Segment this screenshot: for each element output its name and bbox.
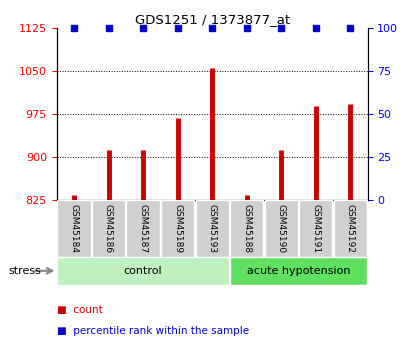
Text: acute hypotension: acute hypotension — [247, 266, 350, 276]
Text: control: control — [124, 266, 163, 276]
Bar — [126, 200, 160, 257]
Text: GSM45186: GSM45186 — [104, 204, 113, 253]
Text: GSM45191: GSM45191 — [311, 204, 320, 253]
Bar — [230, 200, 263, 257]
Text: ■  percentile rank within the sample: ■ percentile rank within the sample — [57, 326, 249, 336]
Text: GSM45189: GSM45189 — [173, 204, 182, 253]
Text: GSM45190: GSM45190 — [277, 204, 286, 253]
Bar — [265, 200, 298, 257]
Bar — [161, 200, 194, 257]
Text: GSM45188: GSM45188 — [242, 204, 251, 253]
Bar — [196, 200, 228, 257]
Text: GSM45192: GSM45192 — [346, 204, 355, 253]
Text: GSM45184: GSM45184 — [69, 204, 79, 253]
Bar — [230, 257, 367, 285]
Bar — [58, 257, 228, 285]
Text: GSM45193: GSM45193 — [207, 204, 217, 253]
Bar — [92, 200, 125, 257]
Text: ■  count: ■ count — [57, 306, 102, 315]
Bar — [58, 200, 91, 257]
Bar — [299, 200, 332, 257]
Title: GDS1251 / 1373877_at: GDS1251 / 1373877_at — [134, 13, 290, 27]
Text: stress: stress — [8, 266, 41, 276]
Text: GSM45187: GSM45187 — [139, 204, 147, 253]
Bar — [333, 200, 367, 257]
